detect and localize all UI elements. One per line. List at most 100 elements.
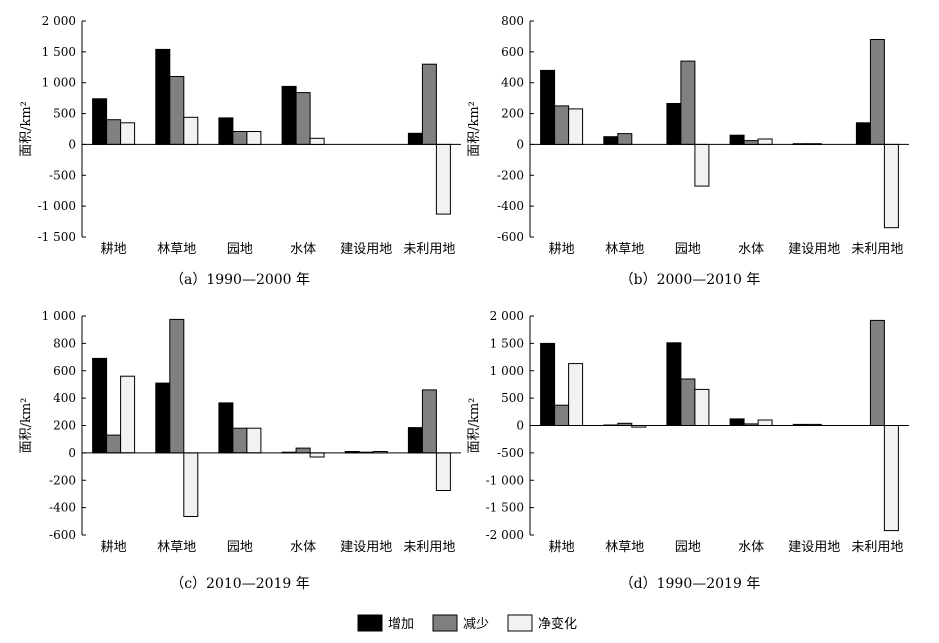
y-tick-label: 400 — [501, 76, 524, 90]
bar-减少-园地 — [680, 60, 696, 145]
bar-净变化-水体 — [309, 452, 325, 458]
category-label: 林草地 — [157, 540, 196, 555]
bar-增加-水体 — [281, 85, 297, 145]
y-tick-label: 1 000 — [42, 309, 76, 323]
y-axis-title: 面积/km² — [19, 101, 34, 157]
bar-减少-林草地 — [169, 318, 185, 454]
bar-净变化-耕地 — [568, 363, 584, 427]
legend-label: 减少 — [463, 617, 489, 632]
bar-净变化-未利用地 — [435, 143, 451, 215]
bar-增加-园地 — [666, 342, 682, 426]
category-label: 建设用地 — [340, 242, 392, 257]
bar-净变化-园地 — [694, 143, 710, 187]
bar-减少-水体 — [295, 447, 311, 454]
legend-swatch-减少 — [432, 614, 458, 632]
bar-增加-耕地 — [92, 98, 108, 146]
category-label: 林草地 — [605, 242, 644, 257]
bar-净变化-未利用地 — [435, 452, 451, 491]
y-tick-label: 0 — [68, 446, 76, 460]
bar-净变化-水体 — [757, 419, 773, 426]
category-label: 建设用地 — [340, 540, 392, 555]
y-tick-label: 0 — [516, 137, 524, 151]
category-label: 园地 — [227, 540, 253, 555]
bar-减少-园地 — [232, 131, 248, 145]
bar-净变化-园地 — [246, 131, 262, 145]
bar-增加-林草地 — [603, 136, 619, 145]
category-label: 耕地 — [549, 539, 575, 555]
bar-减少-林草地 — [169, 76, 185, 145]
category-label: 水体 — [738, 242, 764, 257]
bar-增加-林草地 — [155, 382, 171, 454]
category-label: 水体 — [290, 540, 316, 555]
bar-减少-未利用地 — [869, 319, 885, 426]
category-label: 建设用地 — [788, 540, 840, 555]
y-axis-title: 面积/km² — [467, 398, 482, 454]
panel-caption: （c）2010—2019 年 — [170, 576, 310, 592]
y-tick-label: -500 — [49, 168, 76, 182]
bar-减少-未利用地 — [869, 39, 885, 145]
category-label: 耕地 — [549, 241, 575, 257]
y-tick-label: -400 — [49, 501, 76, 515]
y-tick-label: -2 000 — [486, 528, 524, 542]
y-tick-label: 0 — [68, 137, 76, 151]
y-tick-label: 1 500 — [42, 45, 76, 59]
y-tick-label: 500 — [501, 391, 524, 405]
y-tick-label: 1 500 — [490, 336, 524, 350]
bar-增加-耕地 — [540, 342, 556, 426]
panel-caption: （a）1990—2000 年 — [170, 272, 310, 288]
y-tick-label: 1 000 — [42, 76, 76, 90]
y-tick-label: -200 — [497, 168, 524, 182]
legend-label: 净变化 — [538, 616, 577, 632]
y-tick-label: 1 000 — [490, 364, 524, 378]
panel-caption: （b）2000—2010 年 — [620, 272, 761, 288]
bar-增加-园地 — [218, 117, 234, 145]
category-label: 未利用地 — [403, 242, 455, 257]
category-label: 园地 — [675, 242, 701, 257]
bar-净变化-林草地 — [183, 452, 199, 517]
bar-净变化-水体 — [757, 138, 773, 145]
category-label: 未利用地 — [403, 540, 455, 555]
y-axis-title: 面积/km² — [19, 398, 34, 454]
bar-净变化-水体 — [309, 137, 325, 146]
category-label: 建设用地 — [788, 242, 840, 257]
y-tick-label: 600 — [53, 364, 76, 378]
bar-减少-未利用地 — [421, 389, 437, 454]
category-label: 林草地 — [157, 242, 196, 257]
legend-swatch-净变化 — [507, 614, 533, 632]
y-tick-label: -1 000 — [38, 199, 76, 213]
bar-增加-未利用地 — [407, 132, 423, 145]
panel-caption: （d）1990—2019 年 — [620, 576, 761, 592]
y-axis-title: 面积/km² — [467, 101, 482, 157]
y-tick-label: 800 — [501, 14, 524, 28]
bar-净变化-园地 — [694, 388, 710, 426]
bar-增加-水体 — [729, 418, 745, 426]
y-tick-label: 2 000 — [42, 14, 76, 28]
category-label: 园地 — [675, 540, 701, 555]
bar-净变化-未利用地 — [883, 425, 899, 532]
bar-增加-林草地 — [155, 48, 171, 145]
bar-增加-未利用地 — [407, 427, 423, 454]
y-tick-label: -1 500 — [38, 230, 76, 244]
legend-swatch-增加 — [357, 614, 383, 632]
chart-panel-1: 耕地 林草地 园地 水体 建设用地 未利用地 -1 500 -1 000 -500 0 500 1 0… — [19, 14, 461, 288]
bar-减少-耕地 — [106, 434, 122, 454]
bar-增加-耕地 — [540, 69, 556, 145]
bar-增加-未利用地 — [855, 122, 871, 145]
bar-净变化-园地 — [246, 427, 262, 454]
bar-净变化-耕地 — [120, 375, 136, 454]
chart-panel-4: 耕地 林草地 园地 水体 建设用地 未利用地 -2 000 -1 500 -1 000 -500 0… — [467, 309, 909, 592]
bar-净变化-耕地 — [120, 122, 136, 145]
bar-减少-水体 — [295, 92, 311, 145]
bar-净变化-林草地 — [183, 116, 199, 146]
y-tick-label: -200 — [49, 473, 76, 487]
bar-减少-园地 — [680, 378, 696, 426]
bar-减少-水体 — [743, 140, 759, 146]
bar-减少-未利用地 — [421, 63, 437, 145]
category-label: 水体 — [290, 242, 316, 257]
y-tick-label: -1 000 — [486, 473, 524, 487]
bar-减少-园地 — [232, 427, 248, 454]
y-tick-label: -1 500 — [486, 501, 524, 515]
chart-panel-3: 耕地 林草地 园地 水体 建设用地 未利用地 -600 -400 -200 0 200 400 600 8… — [19, 309, 461, 592]
bar-减少-耕地 — [554, 404, 570, 427]
